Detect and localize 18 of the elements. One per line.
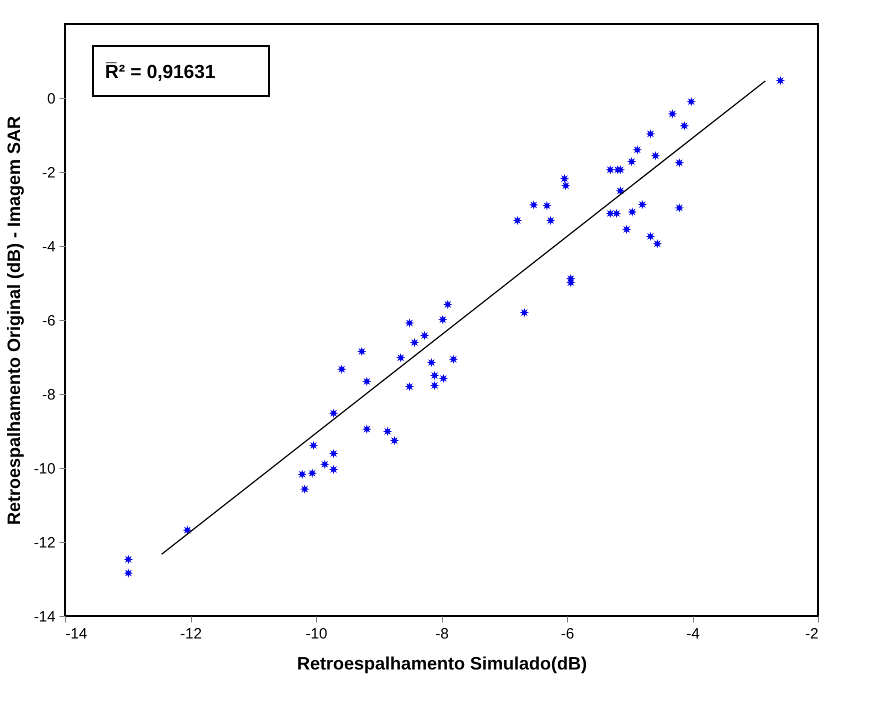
x-tick-label: -10 <box>306 626 328 642</box>
y-tick-label: -2 <box>42 164 56 182</box>
y-axis-title: Retroespalhamento Original (dB) - Imagem SAR <box>4 116 24 526</box>
y-tick-label: -8 <box>42 386 56 404</box>
x-tick-label: -14 <box>66 626 88 642</box>
x-tick-label: -4 <box>686 626 700 642</box>
x-tick-label: -12 <box>180 626 202 642</box>
y-tick-label: -12 <box>34 534 56 552</box>
y-tick-label: -14 <box>34 608 56 626</box>
x-axis-title: Retroespalhamento Simulado(dB) <box>296 654 588 674</box>
x-tick-label: -2 <box>805 626 818 642</box>
y-tick-label: -4 <box>42 238 56 256</box>
y-tick-label: 0 <box>47 90 56 108</box>
y-tick-label: -10 <box>34 460 56 478</box>
x-tick-label: -6 <box>560 626 574 642</box>
y-tick-label: -6 <box>42 312 56 330</box>
x-tick-label: -8 <box>435 626 449 642</box>
annotation: R̅² = 0,91631 <box>105 62 216 83</box>
